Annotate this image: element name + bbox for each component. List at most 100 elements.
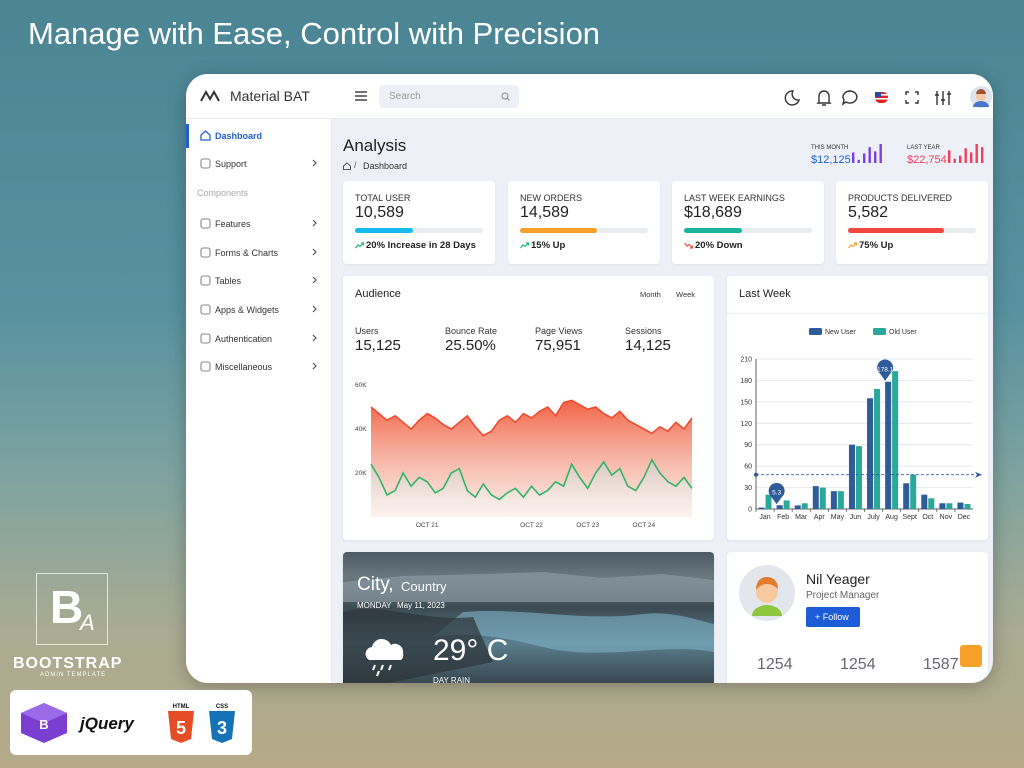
chevron [312,219,317,227]
legend-swatch [873,328,886,335]
period-tab: Month [640,290,661,299]
x-tick-label: May [831,514,845,521]
landscape [343,572,714,683]
notifications[interactable] [816,90,832,106]
value-label: 5.3 [772,490,781,497]
language-flag[interactable] [875,92,888,103]
sidebar: Dashboard Support Components Features Forms … [186,119,332,683]
menu-icon [200,247,211,258]
sidebar-icon [200,130,211,141]
progress-bar [684,228,742,233]
average-arrow [975,471,982,478]
theme-toggle[interactable] [784,90,800,106]
metric-label: Page Views [535,326,583,336]
spark-bar [948,150,951,163]
period-tab: Week [676,290,696,299]
bar [848,444,855,509]
profile-card: Nil Yeager Project Manager + Follow 1254 125… [727,552,988,683]
breadcrumb-separator: / [354,160,357,170]
weather-day: MONDAY [357,601,392,610]
metric-value: 15,125 [355,337,401,354]
settings[interactable] [935,91,951,105]
fullscreen[interactable] [905,91,919,104]
spark-bar [953,158,956,163]
html-shield [168,711,194,743]
sidebar-icon [200,361,211,372]
stat-note: 75% Up [859,240,894,251]
y-tick-label: 120 [740,421,752,428]
bar [903,483,910,509]
sidebar-label: Miscellaneous [215,362,273,372]
y-tick-label: 210 [740,357,752,364]
sidebar-label: Features [215,219,251,229]
y-tick-label: 60 [744,464,752,471]
chevron [312,248,317,256]
legend-swatch [809,328,822,335]
river [433,610,714,653]
menu-toggle[interactable] [354,90,368,102]
page-title: Analysis [343,136,407,155]
chevron-path [312,276,317,284]
y-tick-label: 20K [355,470,367,477]
cloud [365,638,404,660]
menu-icon [200,158,211,169]
bar [874,389,881,509]
bar-chart: 0 30 60 90 120 150 180 210 New User Old User Jan Fe… [740,328,982,521]
profile-avatar [739,565,795,621]
spark-bar [975,144,978,163]
x-tick-label: July [867,514,880,521]
spark-bar [959,155,962,163]
audience-card: 20K 40K 60K OCT 21 OCT 22 OCT 23 OCT 24 Audienc… [343,276,714,540]
stat-card: TOTAL USER 10,589 20% Increase in 28 Days [343,181,495,264]
jquery-logo: jQuery [78,714,135,733]
spark-bar [863,153,866,163]
weather-country: Country [401,579,447,594]
sidebar-icon [200,304,211,315]
sidebar-section: Components [197,188,249,198]
weather-temperature: 29° C [433,634,509,667]
bar [885,381,892,509]
search-box[interactable]: Search [379,85,519,108]
sidebar-label: Support [215,159,247,169]
stat-value: $18,689 [684,204,742,221]
bootstrap-letter: B [39,717,48,732]
summary-sparkbars [948,144,984,163]
x-tick-label: OCT 21 [416,522,439,529]
logo-subtitle: ADMIN TEMPLATE [40,672,107,678]
avatar-hair [756,577,778,590]
rocks [343,609,493,683]
value-pin [768,482,785,505]
x-tick-label: Jan [759,514,770,521]
user-avatar[interactable] [970,86,992,108]
chevron-path [312,334,317,342]
brand: Material BAT [230,88,310,104]
value-pin [877,359,894,381]
card-title: Audience [355,288,401,300]
series-line [370,458,693,501]
menu-icon [200,275,211,286]
metric-label: Sessions [625,326,662,336]
spark-bar [857,159,860,163]
progress-track [684,228,812,233]
bar [867,398,874,509]
scroll-top-button[interactable] [960,645,982,667]
weather-city: City, [357,574,394,595]
x-tick-label: Aug [885,514,898,521]
spark-bar [981,147,984,163]
y-tick-label: 180 [740,378,752,385]
logo-frame [36,573,108,645]
bar [783,500,790,509]
messages[interactable] [841,90,858,106]
avatar-face [756,581,778,603]
bar [939,503,946,509]
stat-value: 10,589 [355,204,404,221]
bar [946,503,953,509]
sidebar-label: Authentication [215,334,273,344]
y-tick-label: 150 [740,399,752,406]
follow-button[interactable]: + Follow [806,607,860,627]
home-icon [343,162,351,170]
active-indicator [186,124,189,148]
menu-icon [200,304,211,315]
